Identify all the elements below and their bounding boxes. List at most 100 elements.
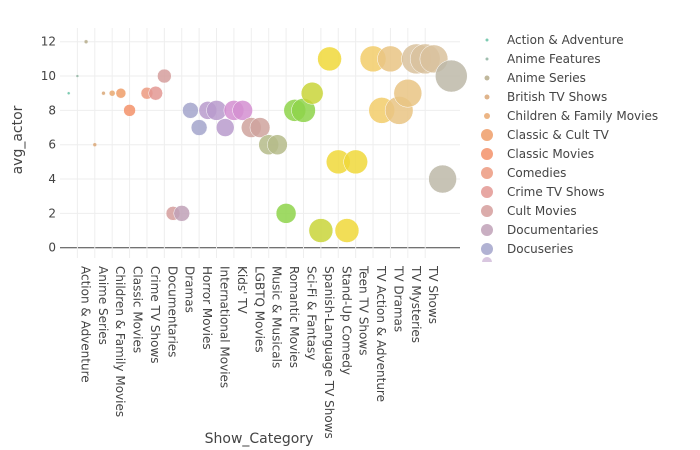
x-axis-title: Show_Category	[205, 431, 314, 447]
x-tick-label: Teen TV Shows	[357, 265, 371, 355]
x-tick-label: Children & Family Movies	[113, 266, 127, 417]
legend-label: Classic Movies	[507, 147, 594, 161]
x-tick-label: Romantic Movies	[287, 266, 301, 368]
data-point[interactable]	[83, 39, 89, 44]
y-axis-title: avg_actor	[10, 105, 26, 174]
data-point[interactable]	[182, 102, 199, 119]
y-tick-label: 2	[48, 206, 56, 220]
legend-clip-mask	[477, 262, 497, 274]
legend-label: Crime TV Shows	[507, 185, 605, 199]
x-tick-label: Anime Series	[96, 266, 110, 345]
x-tick-label: Dramas	[183, 266, 197, 313]
data-point[interactable]	[267, 134, 288, 155]
x-tick-label: Spanish-Language TV Shows	[322, 266, 336, 439]
data-point[interactable]	[232, 100, 253, 121]
data-point[interactable]	[190, 119, 208, 136]
x-tick-label: TV Shows	[426, 265, 440, 324]
legend-label: Children & Family Movies	[507, 109, 658, 123]
legend-item[interactable]: Docuseries	[481, 242, 573, 256]
data-point[interactable]	[308, 218, 334, 243]
data-point[interactable]	[435, 59, 468, 93]
legend-label: Docuseries	[507, 242, 573, 256]
data-point[interactable]	[75, 74, 80, 78]
data-markers[interactable]	[66, 39, 468, 243]
data-point[interactable]	[343, 149, 368, 175]
data-point[interactable]	[317, 46, 342, 72]
legend-label: Action & Adventure	[507, 33, 624, 47]
legend[interactable]: Action & Adventure Anime Features Anime Se…	[477, 33, 658, 274]
data-point[interactable]	[300, 81, 324, 105]
legend-label: Anime Series	[507, 71, 586, 85]
data-point[interactable]	[215, 118, 235, 137]
x-tick-label: LGBTQ Movies	[252, 266, 266, 353]
data-point[interactable]	[92, 142, 98, 147]
data-point[interactable]	[148, 85, 163, 101]
data-point[interactable]	[66, 91, 71, 95]
legend-marker-icon	[481, 129, 493, 141]
legend-item[interactable]: Classic & Cult TV	[481, 128, 610, 142]
data-point[interactable]	[115, 87, 127, 99]
legend-label: Comedies	[507, 166, 566, 180]
legend-item[interactable]: Action & Adventure	[485, 33, 624, 47]
legend-label: Cult Movies	[507, 204, 577, 218]
legend-marker-icon	[481, 243, 493, 255]
data-point[interactable]	[275, 203, 297, 224]
data-point[interactable]	[157, 68, 172, 84]
legend-item[interactable]: Children & Family Movies	[484, 109, 658, 123]
x-tick-label: Music & Musicals	[270, 266, 284, 368]
data-point[interactable]	[377, 45, 404, 73]
y-tick-label: 6	[48, 138, 56, 152]
legend-marker-icon	[481, 224, 493, 236]
x-axis-ticks: Action & Adventure Anime Series Children &…	[78, 265, 440, 439]
legend-item[interactable]: Anime Features	[485, 52, 601, 66]
x-tick-label: TV Action & Adventure	[374, 265, 388, 402]
x-tick-label: Stand-Up Comedy	[339, 266, 353, 375]
data-point[interactable]	[123, 104, 136, 117]
legend-marker-icon	[485, 57, 489, 61]
legend-item[interactable]: Documentaries	[481, 223, 598, 237]
legend-marker-icon	[484, 75, 490, 81]
x-tick-label: Documentaries	[165, 266, 179, 357]
legend-label: Classic & Cult TV	[507, 128, 610, 142]
legend-marker-icon	[481, 167, 493, 179]
legend-marker-icon	[481, 148, 493, 160]
data-point[interactable]	[101, 90, 106, 96]
legend-item[interactable]: Crime TV Shows	[481, 185, 605, 199]
legend-marker-icon	[485, 38, 489, 42]
x-tick-label: International Movies	[218, 266, 232, 388]
legend-label: Documentaries	[507, 223, 598, 237]
x-tick-label: Action & Adventure	[78, 266, 92, 383]
data-point[interactable]	[108, 89, 116, 97]
data-point[interactable]	[249, 117, 271, 138]
legend-marker-icon	[481, 205, 493, 217]
y-tick-label: 10	[41, 69, 56, 83]
y-axis-ticks: 0 2 4 6 8 10 12	[41, 35, 56, 255]
y-tick-label: 8	[48, 103, 56, 117]
x-tick-label: Classic Movies	[131, 266, 145, 353]
x-tick-label: TV Mysteries	[409, 265, 423, 343]
legend-item[interactable]: British TV Shows	[484, 90, 608, 104]
legend-item[interactable]: Anime Series	[484, 71, 586, 85]
legend-item[interactable]: Classic Movies	[481, 147, 594, 161]
data-point[interactable]	[206, 100, 227, 121]
legend-marker-icon	[484, 113, 490, 119]
legend-label: Anime Features	[507, 52, 601, 66]
x-tick-label: Crime TV Shows	[148, 266, 162, 364]
data-point[interactable]	[334, 218, 360, 243]
x-tick-label: Sci-Fi & Fantasy	[304, 266, 318, 360]
x-tick-label: Kids' TV	[235, 266, 249, 315]
legend-marker-icon	[481, 186, 493, 198]
x-tick-label: Horror Movies	[200, 266, 214, 350]
legend-marker-icon	[484, 94, 490, 100]
legend-item[interactable]: Comedies	[481, 166, 566, 180]
x-tick-label: TV Dramas	[391, 265, 405, 332]
data-point[interactable]	[428, 164, 457, 194]
legend-label: British TV Shows	[507, 90, 607, 104]
data-point[interactable]	[393, 78, 423, 108]
y-tick-label: 12	[41, 35, 56, 49]
y-tick-label: 0	[48, 241, 56, 255]
y-tick-label: 4	[48, 172, 56, 186]
legend-item[interactable]: Cult Movies	[481, 204, 577, 218]
data-point[interactable]	[173, 205, 190, 222]
